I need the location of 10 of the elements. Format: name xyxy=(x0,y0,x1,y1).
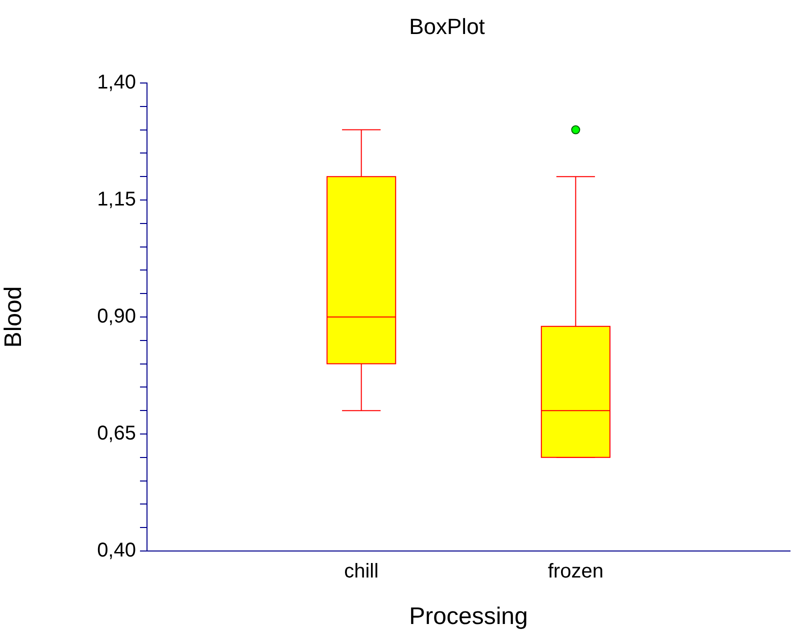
y-tick-label: 1,15 xyxy=(97,188,136,211)
y-tick-label: 0,40 xyxy=(97,540,136,562)
y-tick-label: 0,90 xyxy=(97,306,136,328)
y-tick-label: 1,40 xyxy=(97,72,136,94)
chart-title: BoxPlot xyxy=(409,14,485,40)
x-tick-label: frozen xyxy=(548,560,604,583)
x-tick-label: chill xyxy=(344,560,379,583)
y-tick-label: 0,65 xyxy=(97,422,136,445)
y-axis-title: Blood xyxy=(0,286,28,348)
x-axis-title: Processing xyxy=(409,603,528,630)
